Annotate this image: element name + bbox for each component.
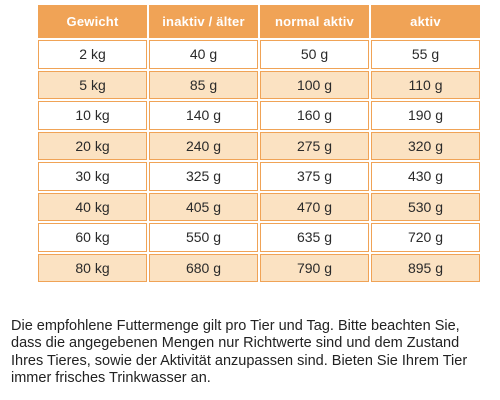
cell-weight: 2 kg: [38, 40, 147, 69]
cell-active: 530 g: [371, 192, 480, 221]
feeding-note: Die empfohlene Futtermenge gilt pro Tier…: [11, 317, 468, 387]
cell-active: 190 g: [371, 101, 480, 130]
table-row: 60 kg 550 g 635 g 720 g: [38, 223, 480, 252]
header-inactive-older: inaktiv / älter: [149, 5, 258, 38]
cell-inactive: 405 g: [149, 192, 258, 221]
cell-active: 55 g: [371, 40, 480, 69]
table-row: 10 kg 140 g 160 g 190 g: [38, 101, 480, 130]
cell-inactive: 85 g: [149, 70, 258, 99]
cell-weight: 30 kg: [38, 162, 147, 191]
table-row: 30 kg 325 g 375 g 430 g: [38, 162, 480, 191]
table-row: 20 kg 240 g 275 g 320 g: [38, 131, 480, 160]
table-row: 2 kg 40 g 50 g 55 g: [38, 40, 480, 69]
cell-normal: 635 g: [260, 223, 369, 252]
cell-active: 895 g: [371, 253, 480, 282]
feeding-table-container: Gewicht inaktiv / älter normal aktiv akt…: [36, 3, 482, 284]
table-header-row: Gewicht inaktiv / älter normal aktiv akt…: [38, 5, 480, 38]
cell-inactive: 680 g: [149, 253, 258, 282]
cell-weight: 60 kg: [38, 223, 147, 252]
cell-inactive: 325 g: [149, 162, 258, 191]
cell-active: 720 g: [371, 223, 480, 252]
table-row: 40 kg 405 g 470 g 530 g: [38, 192, 480, 221]
cell-weight: 40 kg: [38, 192, 147, 221]
cell-active: 320 g: [371, 131, 480, 160]
cell-weight: 80 kg: [38, 253, 147, 282]
header-active: aktiv: [371, 5, 480, 38]
cell-active: 110 g: [371, 70, 480, 99]
cell-normal: 100 g: [260, 70, 369, 99]
cell-normal: 275 g: [260, 131, 369, 160]
cell-inactive: 40 g: [149, 40, 258, 69]
cell-normal: 470 g: [260, 192, 369, 221]
header-normal-active: normal aktiv: [260, 5, 369, 38]
cell-weight: 20 kg: [38, 131, 147, 160]
cell-normal: 160 g: [260, 101, 369, 130]
cell-normal: 375 g: [260, 162, 369, 191]
cell-normal: 50 g: [260, 40, 369, 69]
feeding-table: Gewicht inaktiv / älter normal aktiv akt…: [36, 3, 482, 284]
cell-inactive: 140 g: [149, 101, 258, 130]
cell-weight: 5 kg: [38, 70, 147, 99]
cell-inactive: 550 g: [149, 223, 258, 252]
cell-normal: 790 g: [260, 253, 369, 282]
table-row: 5 kg 85 g 100 g 110 g: [38, 70, 480, 99]
cell-active: 430 g: [371, 162, 480, 191]
table-row: 80 kg 680 g 790 g 895 g: [38, 253, 480, 282]
cell-weight: 10 kg: [38, 101, 147, 130]
cell-inactive: 240 g: [149, 131, 258, 160]
header-weight: Gewicht: [38, 5, 147, 38]
